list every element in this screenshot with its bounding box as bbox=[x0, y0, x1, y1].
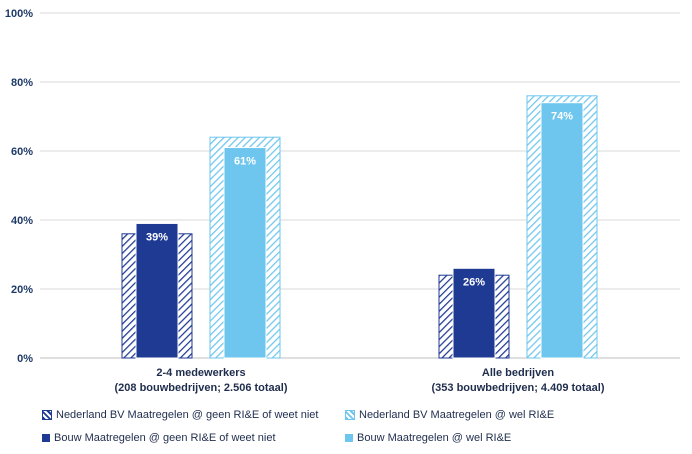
legend-swatch bbox=[345, 434, 353, 442]
category-label: (353 bouwbedrijven; 4.409 totaal) bbox=[432, 382, 605, 394]
y-tick-label: 40% bbox=[11, 215, 33, 227]
category-label: 2-4 medewerkers bbox=[156, 367, 245, 379]
legend-item: Nederland BV Maatregelen @ geen RI&E of … bbox=[42, 409, 319, 421]
data-label: 26% bbox=[463, 276, 485, 288]
data-label: 39% bbox=[146, 231, 168, 243]
bar-bouw bbox=[223, 147, 267, 359]
legend-item: Nederland BV Maatregelen @ wel RI&E bbox=[345, 409, 554, 421]
legend-swatch bbox=[345, 410, 355, 420]
legend-label: Nederland BV Maatregelen @ geen RI&E of … bbox=[56, 409, 319, 421]
y-tick-label: 20% bbox=[11, 284, 33, 296]
y-tick-label: 100% bbox=[5, 8, 33, 20]
legend-label: Bouw Maatregelen @ geen RI&E of weet nie… bbox=[54, 432, 276, 444]
y-tick-label: 60% bbox=[11, 146, 33, 158]
legend-swatch bbox=[42, 434, 50, 442]
legend-item: Bouw Maatregelen @ wel RI&E bbox=[345, 432, 511, 444]
bar-bouw bbox=[135, 222, 179, 359]
y-tick-label: 0% bbox=[17, 353, 33, 365]
data-label: 74% bbox=[551, 111, 573, 123]
category-label: (208 bouwbedrijven; 2.506 totaal) bbox=[115, 382, 288, 394]
y-tick-label: 80% bbox=[11, 77, 33, 89]
legend-label: Bouw Maatregelen @ wel RI&E bbox=[357, 432, 512, 444]
legend-label: Nederland BV Maatregelen @ wel RI&E bbox=[359, 409, 555, 421]
chart-legend: Nederland BV Maatregelen @ geen RI&E of … bbox=[0, 402, 692, 454]
bar-bouw bbox=[540, 102, 584, 359]
legend-item: Bouw Maatregelen @ geen RI&E of weet nie… bbox=[42, 432, 276, 444]
bar-bouw bbox=[452, 267, 496, 359]
data-label: 61% bbox=[234, 156, 256, 168]
legend-swatch bbox=[42, 410, 52, 420]
category-label: Alle bedrijven bbox=[482, 367, 554, 379]
